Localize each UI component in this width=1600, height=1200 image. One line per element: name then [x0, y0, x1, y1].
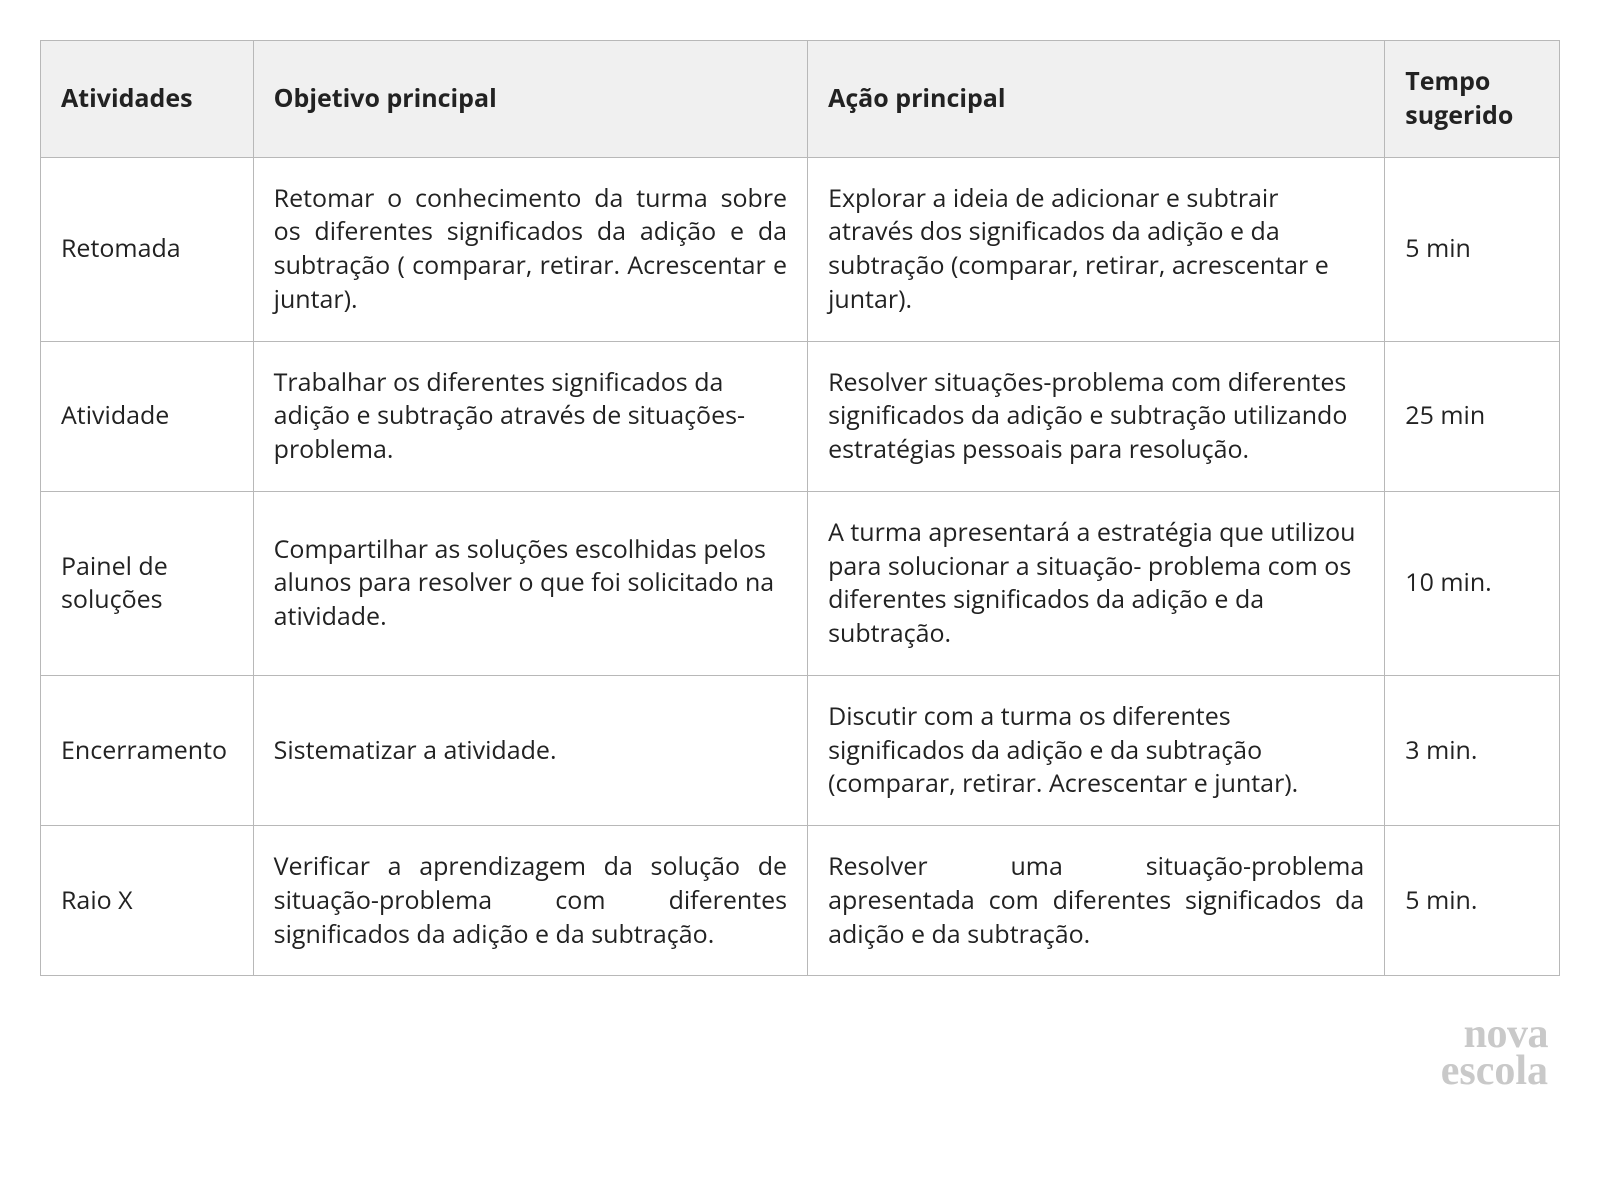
col-header-tempo: Tempo sugerido	[1385, 41, 1560, 158]
cell-acao: Resolver situações-problema com diferent…	[808, 341, 1385, 491]
cell-atividade: Encerramento	[41, 675, 254, 825]
cell-objetivo: Trabalhar os diferentes significados da …	[253, 341, 807, 491]
cell-acao: Discutir com a turma os diferentes signi…	[808, 675, 1385, 825]
activities-table: Atividades Objetivo principal Ação princ…	[40, 40, 1560, 976]
cell-objetivo: Verificar a aprendizagem da solução de s…	[253, 826, 807, 976]
cell-tempo: 25 min	[1385, 341, 1560, 491]
cell-objetivo: Retomar o conhecimento da turma sobre os…	[253, 157, 807, 341]
nova-escola-logo: nova escola	[0, 996, 1600, 1090]
table-header-row: Atividades Objetivo principal Ação princ…	[41, 41, 1560, 158]
cell-atividade: Atividade	[41, 341, 254, 491]
cell-acao: A turma apresentará a estratégia que uti…	[808, 491, 1385, 675]
cell-atividade: Retomada	[41, 157, 254, 341]
table-row: Raio XVerificar a aprendizagem da soluçã…	[41, 826, 1560, 976]
logo-line2: escola	[1441, 1048, 1548, 1094]
cell-tempo: 5 min	[1385, 157, 1560, 341]
cell-acao: Explorar a ideia de adicionar e subtrair…	[808, 157, 1385, 341]
col-header-objetivo: Objetivo principal	[253, 41, 807, 158]
cell-tempo: 10 min.	[1385, 491, 1560, 675]
cell-objetivo: Compartilhar as soluções escolhidas pelo…	[253, 491, 807, 675]
cell-objetivo: Sistematizar a atividade.	[253, 675, 807, 825]
table-row: AtividadeTrabalhar os diferentes signifi…	[41, 341, 1560, 491]
table-row: RetomadaRetomar o conhecimento da turma …	[41, 157, 1560, 341]
col-header-atividades: Atividades	[41, 41, 254, 158]
cell-atividade: Painel de soluções	[41, 491, 254, 675]
cell-tempo: 3 min.	[1385, 675, 1560, 825]
col-header-acao: Ação principal	[808, 41, 1385, 158]
cell-tempo: 5 min.	[1385, 826, 1560, 976]
table-row: EncerramentoSistematizar a atividade.Dis…	[41, 675, 1560, 825]
cell-atividade: Raio X	[41, 826, 254, 976]
table-row: Painel de soluçõesCompartilhar as soluçõ…	[41, 491, 1560, 675]
cell-acao: Resolver uma situação-problema apresenta…	[808, 826, 1385, 976]
